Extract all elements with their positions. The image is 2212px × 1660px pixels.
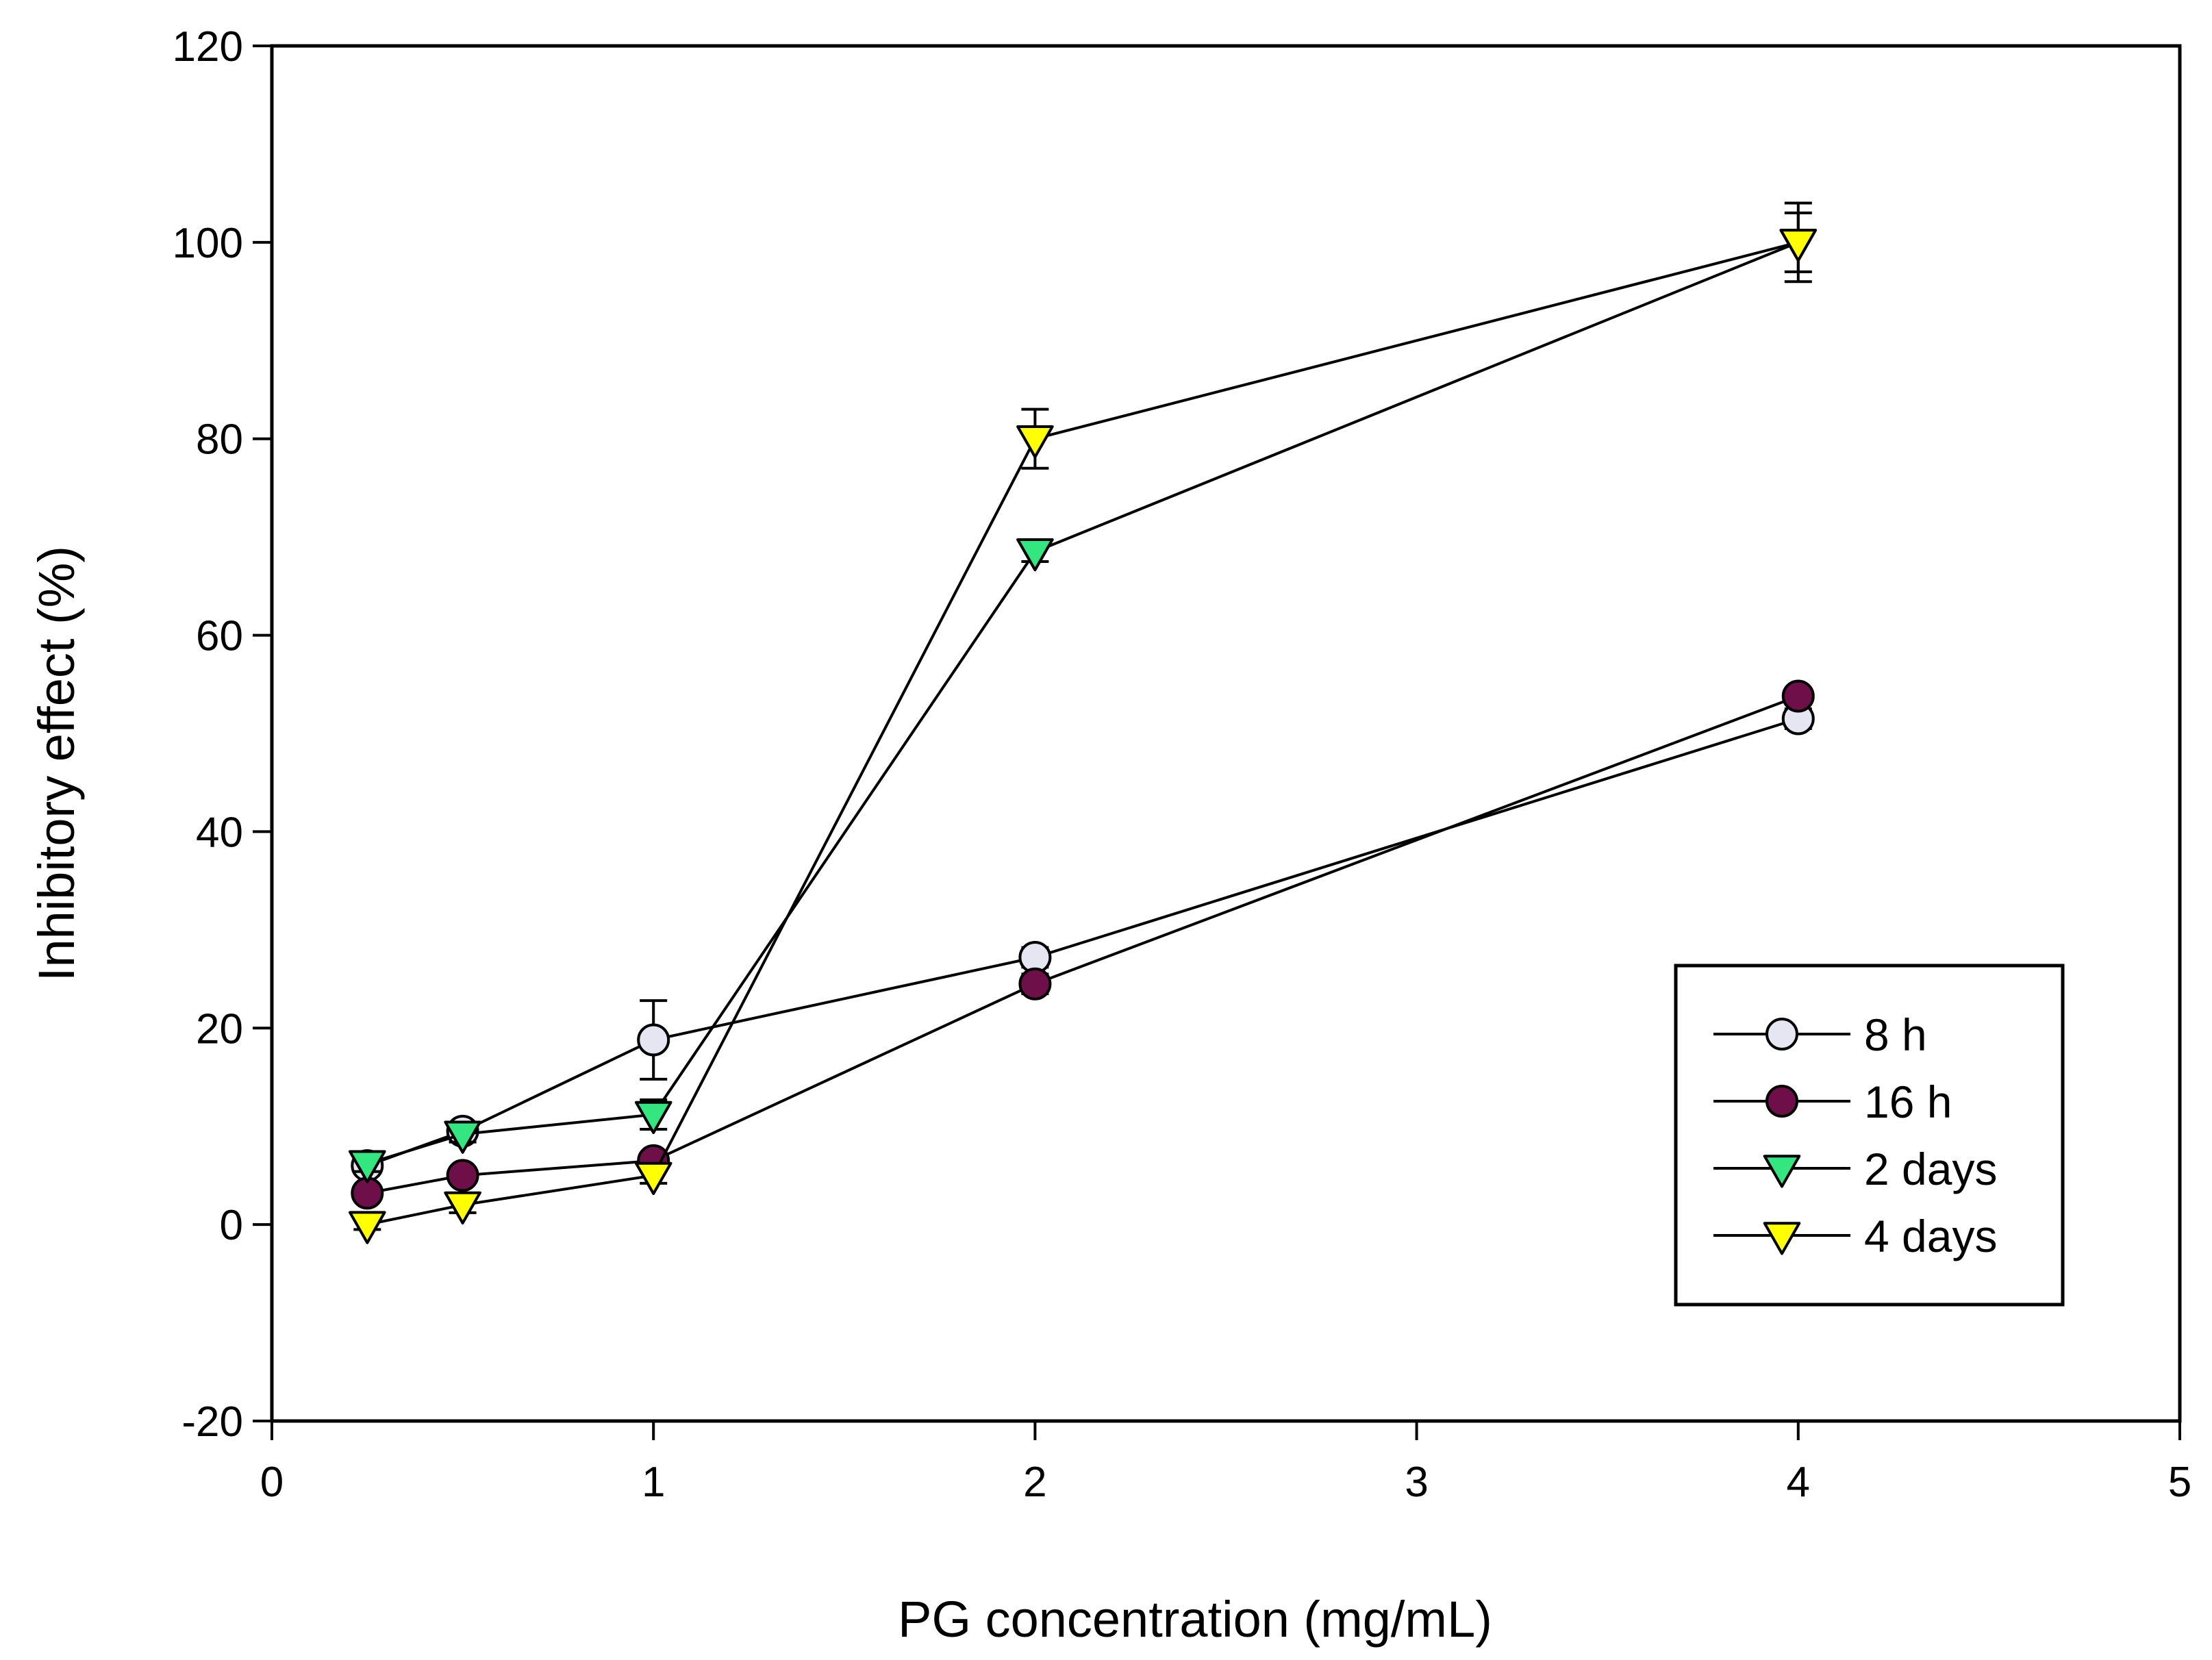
y-tick-label: 100	[173, 220, 243, 267]
data-point	[1779, 229, 1818, 262]
y-axis-title: Inhibitory effect (%)	[28, 546, 85, 981]
legend-item: 2 days	[1713, 1144, 1997, 1194]
y-tick-label: 40	[196, 809, 243, 856]
data-point	[634, 1161, 673, 1195]
plot-frame	[270, 44, 2182, 1423]
legend-label: 2 days	[1864, 1144, 1997, 1194]
data-point	[634, 1101, 673, 1135]
legend-label: 8 h	[1864, 1009, 1927, 1060]
y-tick-label: 80	[196, 416, 243, 464]
legend-marker	[1763, 1155, 1801, 1188]
series-line	[366, 240, 1799, 1227]
x-tick-label: 2	[1023, 1459, 1046, 1506]
legend-marker	[1765, 1085, 1798, 1118]
data-point	[349, 1150, 386, 1183]
legend-item: 8 h	[1713, 1009, 1927, 1060]
y-tick-label: 120	[173, 23, 243, 71]
x-tick-label: 5	[2168, 1459, 2191, 1506]
legend-marker	[1765, 1018, 1798, 1051]
legend-item: 16 h	[1713, 1077, 1952, 1127]
data-point	[1018, 967, 1052, 1001]
data-point	[444, 1191, 481, 1225]
y-tick-label: 60	[196, 613, 243, 660]
x-tick-label: 0	[260, 1459, 284, 1506]
x-tick-label: 3	[1405, 1459, 1428, 1506]
y-tick-label: -20	[181, 1398, 243, 1446]
series-line	[366, 694, 1799, 1195]
x-axis-title: PG concentration (mg/mL)	[898, 1591, 1492, 1648]
series-2	[349, 211, 1818, 1183]
data-point	[444, 1120, 481, 1154]
legend-marker	[1763, 1222, 1801, 1255]
series-0	[351, 702, 1815, 1183]
series-line	[366, 241, 1799, 1166]
data-point	[1016, 425, 1054, 459]
y-tick-label: 20	[196, 1005, 243, 1053]
data-point	[1016, 538, 1054, 572]
legend-label: 16 h	[1864, 1077, 1952, 1127]
series-1	[351, 679, 1815, 1210]
data-point	[1781, 679, 1815, 713]
data-point	[446, 1159, 479, 1192]
legend-box	[1674, 964, 2065, 1307]
legend-item: 4 days	[1713, 1211, 1997, 1261]
x-tick-label: 1	[642, 1459, 665, 1506]
data-point	[349, 1211, 386, 1244]
series-3	[349, 201, 1818, 1244]
series-line	[366, 717, 1799, 1167]
legend-label: 4 days	[1864, 1211, 1997, 1261]
y-tick-label: 0	[220, 1202, 243, 1249]
x-tick-label: 4	[1787, 1459, 1810, 1506]
data-point	[637, 1023, 670, 1057]
